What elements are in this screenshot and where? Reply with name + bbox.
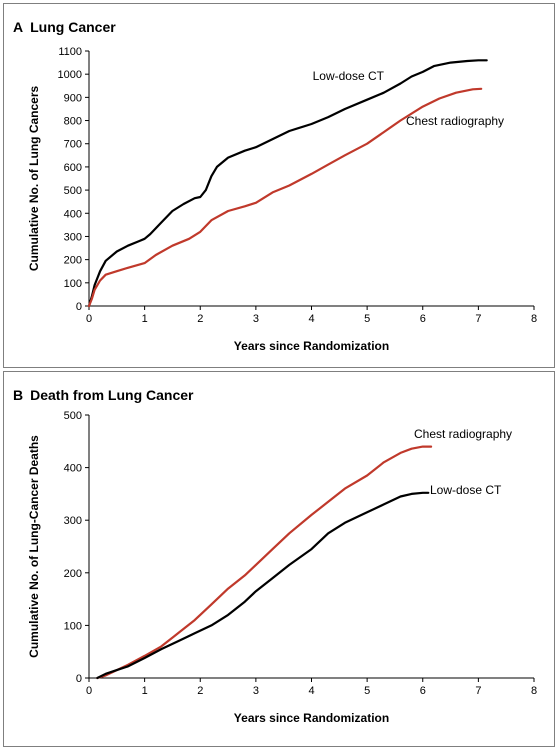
x-tick-label: 7 [475,313,481,325]
series-label: Chest radiography [414,427,512,441]
y-tick-label: 100 [64,620,82,632]
series-label: Low-dose CT [430,483,502,497]
x-tick-label: 5 [364,685,370,697]
y-axis-title: Cumulative No. of Lung Cancers [27,85,41,271]
x-tick-label: 3 [253,685,259,697]
panel-a-title-text: Lung Cancer [30,19,116,35]
x-tick-label: 1 [142,313,148,325]
series-label: Chest radiography [406,114,504,128]
series-line-low-dose-ct [87,59,488,308]
x-tick-label: 6 [420,313,426,325]
x-tick-label: 2 [197,313,203,325]
x-tick-label: 5 [364,313,370,325]
series-line-chest-radiography [87,87,483,308]
x-tick-label: 6 [420,685,426,697]
y-tick-label: 400 [64,463,82,475]
panel-b-title-text: Death from Lung Cancer [30,387,194,403]
x-tick-label: 1 [142,685,148,697]
panel-a-title: A Lung Cancer [13,19,116,35]
y-tick-label: 800 [64,116,82,128]
y-tick-label: 0 [76,673,82,685]
x-tick-label: 8 [531,685,537,697]
panel-b-title: B Death from Lung Cancer [13,387,193,403]
lung-cancer-deaths-chart: 0 100 200 300 400 500 0 1 2 3 4 5 6 7 8 Years since Ran… [27,410,537,725]
x-tick-label: 3 [253,313,259,325]
y-tick-label: 600 [64,162,82,174]
x-tick-label: 0 [86,313,92,325]
x-axis-title: Years since Randomization [234,711,389,725]
y-tick-label: 900 [64,92,82,104]
x-tick-label: 0 [86,685,92,697]
y-tick-label: 200 [64,255,82,267]
y-tick-label: 700 [64,139,82,151]
y-tick-label: 400 [64,208,82,220]
panel-a: A Lung Cancer 0 100 200 300 400 500 600 700 800 90… [3,3,555,368]
y-tick-label: 100 [64,278,82,290]
series-label: Low-dose CT [313,69,385,83]
y-tick-label: 0 [76,301,82,313]
y-tick-label: 500 [64,185,82,197]
x-tick-label: 4 [308,313,314,325]
lung-cancer-chart: 0 100 200 300 400 500 600 700 800 900 1000 1100 0 1 2 3… [27,46,537,353]
x-tick-label: 2 [197,685,203,697]
y-axis-title: Cumulative No. of Lung-Cancer Deaths [27,435,41,658]
y-tick-label: 1000 [58,69,82,81]
y-tick-label: 1100 [58,46,82,58]
x-tick-label: 8 [531,313,537,325]
y-tick-label: 500 [64,410,82,422]
y-tick-label: 300 [64,515,82,527]
y-tick-label: 300 [64,231,82,243]
series-line-chest-radiography [96,445,433,680]
panel-b: B Death from Lung Cancer 0 100 200 300 400 500… [3,371,555,747]
x-axis-title: Years since Randomization [234,339,389,353]
panel-b-letter: B [13,387,24,403]
y-tick-label: 200 [64,568,82,580]
panel-a-letter: A [13,19,24,35]
x-tick-label: 7 [475,685,481,697]
series-line-low-dose-ct [96,491,430,680]
x-tick-label: 4 [308,685,314,697]
